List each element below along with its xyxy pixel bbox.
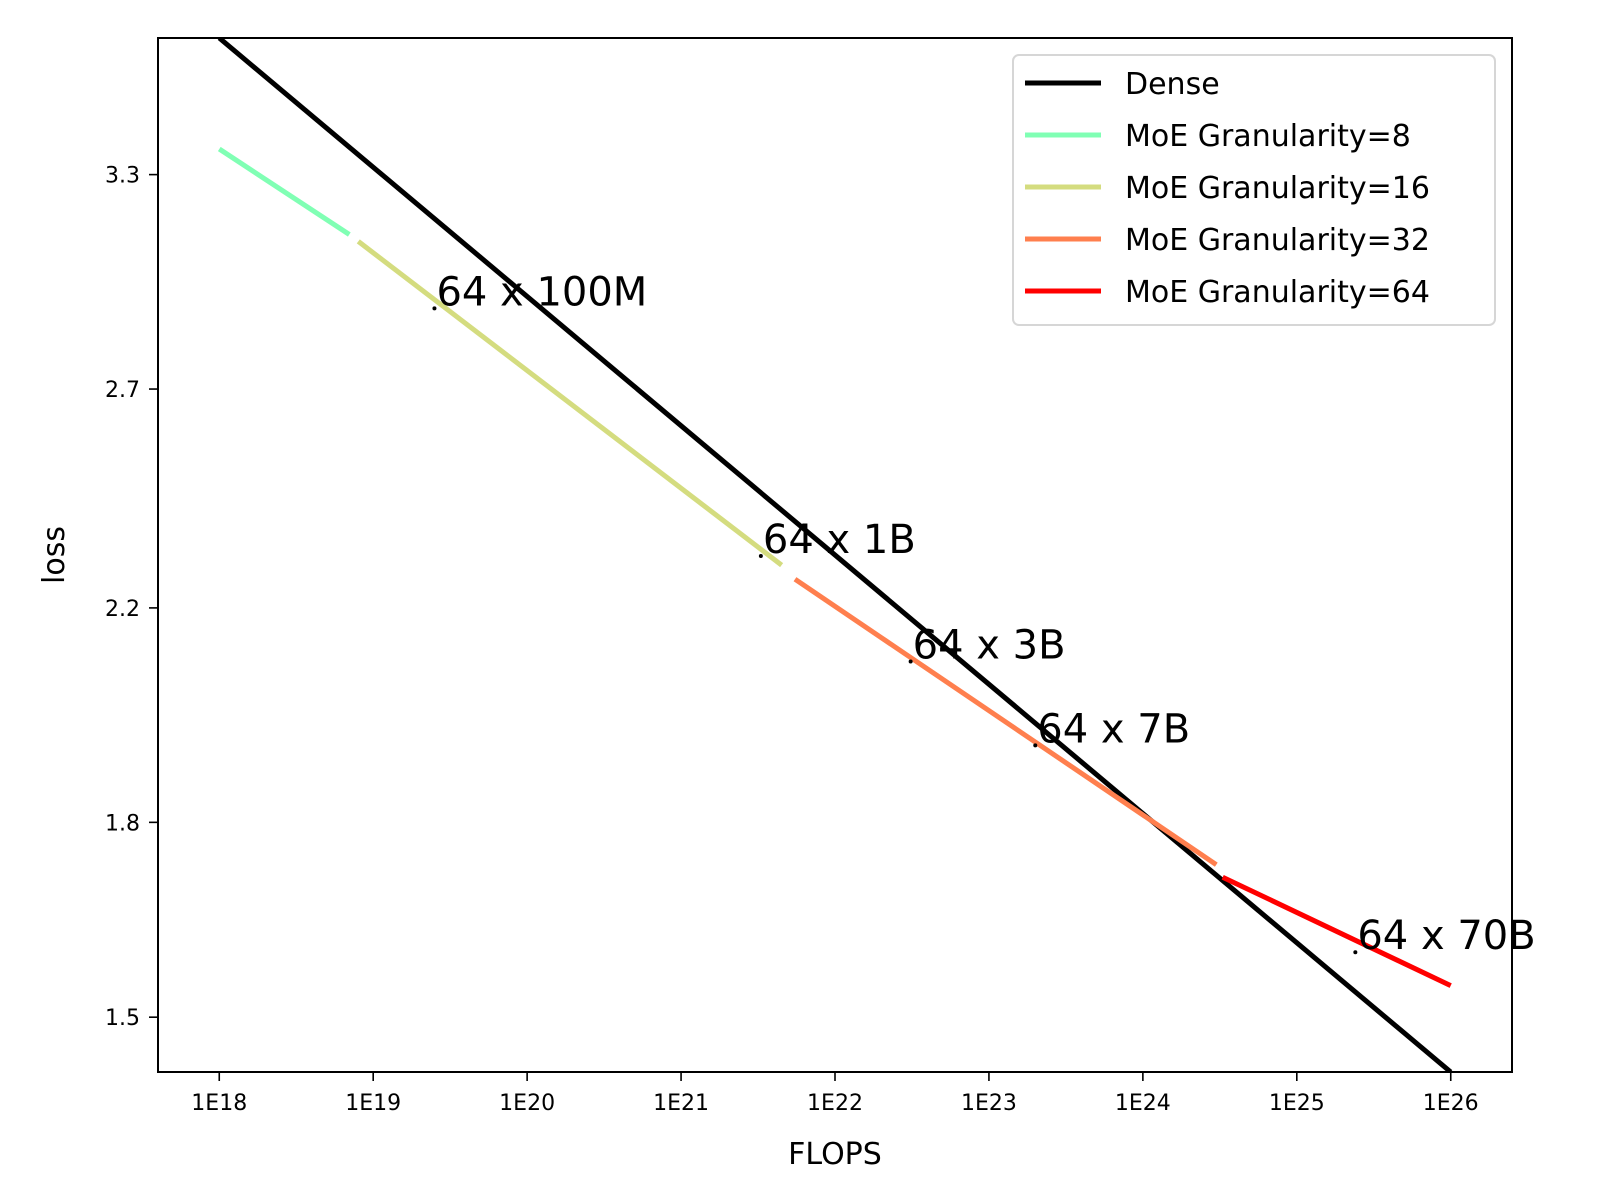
y-tick-label-4: 3.3 [105,164,140,189]
legend-label-4: MoE Granularity=64 [1125,275,1430,310]
legend-label-2: MoE Granularity=16 [1125,171,1430,206]
x-tick-label-6: 1E24 [1115,1091,1171,1116]
x-tick-label-2: 1E20 [499,1091,555,1116]
y-tick-label-2: 2.2 [105,597,140,622]
annotation-marker-3 [1033,743,1038,748]
annotation-marker-0 [432,306,437,311]
series-line-moe-granularity-16 [356,239,784,568]
x-tick-label-7: 1E25 [1269,1091,1325,1116]
legend-label-1: MoE Granularity=8 [1125,119,1411,154]
series-line-dense [217,38,1453,1072]
legend-box [1012,54,1496,326]
legend-label-0: Dense [1125,67,1220,102]
annotation-marker-1 [758,553,763,558]
y-axis-label: loss [37,526,72,584]
annotation-label-1: 64 x 1B [763,517,916,563]
series-line-moe-granularity-32 [793,577,1218,867]
annotation-marker-4 [1353,950,1358,955]
annotation-label-4: 64 x 70B [1357,913,1535,959]
annotation-label-0: 64 x 100M [436,269,647,315]
annotation-marker-2 [908,659,913,664]
x-tick-label-0: 1E18 [191,1091,247,1116]
x-tick-label-5: 1E23 [961,1091,1017,1116]
series-line-moe-granularity-64 [1221,874,1452,988]
x-tick-label-3: 1E21 [653,1091,709,1116]
x-tick-label-4: 1E22 [807,1091,863,1116]
annotation-label-2: 64 x 3B [913,622,1066,668]
y-tick-label-1: 1.8 [105,811,140,836]
x-axis-label: FLOPS [788,1137,882,1172]
legend-label-3: MoE Granularity=32 [1125,223,1430,258]
y-tick-label-3: 2.7 [105,378,140,403]
x-tick-label-8: 1E26 [1423,1091,1479,1116]
x-tick-label-1: 1E19 [345,1091,401,1116]
annotation-label-3: 64 x 7B [1037,706,1190,752]
y-tick-label-0: 1.5 [105,1006,140,1031]
series-line-moe-granularity-8 [217,146,351,237]
